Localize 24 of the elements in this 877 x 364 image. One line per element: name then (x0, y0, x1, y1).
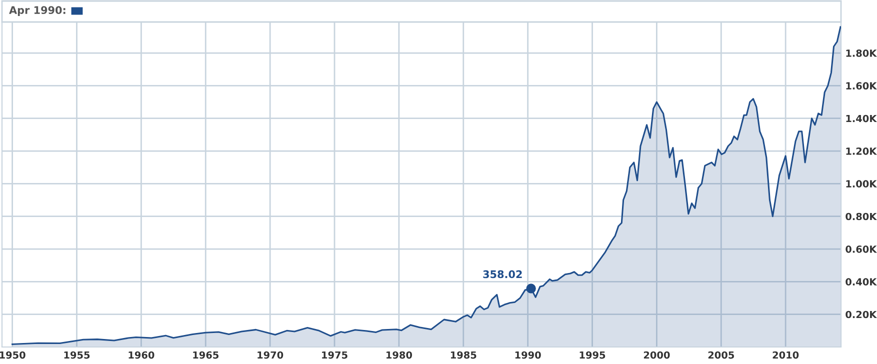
y-tick-label: 1.40K (846, 114, 877, 122)
x-tick-label: 1970 (258, 351, 284, 359)
y-tick-label: 1.60K (846, 82, 877, 90)
y-tick-label: 0.20K (846, 310, 877, 318)
x-tick-label: 1975 (322, 351, 348, 359)
x-tick-label: 2000 (644, 351, 670, 359)
x-tick-label: 1985 (450, 351, 476, 359)
x-tick-label: 1995 (580, 351, 606, 359)
y-tick-label: 0.80K (846, 212, 877, 220)
x-tick-label: 1990 (515, 351, 541, 359)
x-tick-label: 1950 (0, 351, 26, 359)
x-tick-label: 1960 (128, 351, 154, 359)
annotation: 358.02 (483, 270, 522, 278)
x-tick-label: 1955 (64, 351, 90, 359)
y-tick-label: 1.20K (846, 148, 877, 155)
x-tick-label: 1980 (386, 351, 412, 359)
x-tick-label: 1965 (193, 351, 218, 359)
y-tick-label: 0.60K (846, 245, 877, 253)
x-tick-label: 2010 (772, 351, 799, 359)
x-tick-label: 2005 (708, 351, 734, 359)
y-tick-label: 0.40K (846, 278, 877, 286)
text: Apr 1990: (9, 6, 66, 16)
y-tick-label: 1.80K (846, 50, 877, 57)
y-tick-label: 1.00K (846, 180, 877, 188)
